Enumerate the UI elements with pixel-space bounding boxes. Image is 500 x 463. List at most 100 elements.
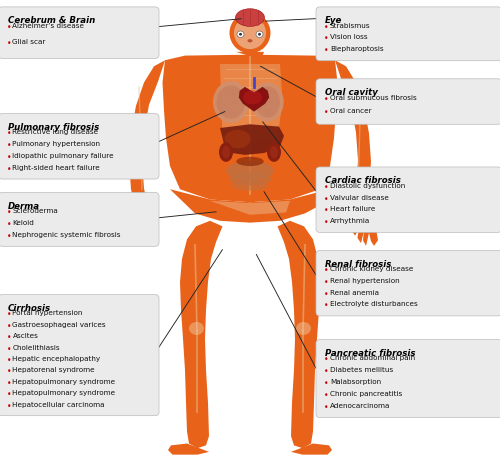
- FancyBboxPatch shape: [316, 340, 500, 418]
- Text: Valvular disease: Valvular disease: [330, 194, 389, 200]
- Text: •: •: [6, 141, 11, 150]
- Text: •: •: [324, 46, 328, 55]
- Ellipse shape: [234, 18, 266, 50]
- Text: Oral submucous fibrosis: Oral submucous fibrosis: [330, 94, 417, 100]
- Text: •: •: [6, 310, 11, 319]
- Text: Glial scar: Glial scar: [12, 39, 46, 45]
- Ellipse shape: [213, 82, 249, 124]
- Text: Diastolic dysfunction: Diastolic dysfunction: [330, 182, 405, 188]
- Text: •: •: [324, 194, 328, 203]
- PathPatch shape: [210, 201, 290, 215]
- Ellipse shape: [270, 147, 278, 159]
- PathPatch shape: [168, 444, 209, 455]
- PathPatch shape: [220, 65, 282, 144]
- Text: Portal hypertension: Portal hypertension: [12, 310, 83, 316]
- Text: •: •: [6, 39, 11, 48]
- Text: Hepatopulmonary syndrome: Hepatopulmonary syndrome: [12, 378, 116, 384]
- Text: Oral cavity: Oral cavity: [325, 88, 378, 97]
- Text: Cholelithiasis: Cholelithiasis: [12, 344, 60, 350]
- Text: •: •: [324, 206, 328, 215]
- Text: •: •: [324, 355, 328, 363]
- Text: Nephrogenic systemic fibrosis: Nephrogenic systemic fibrosis: [12, 232, 121, 238]
- Ellipse shape: [236, 10, 264, 27]
- Text: Right-sided heart failure: Right-sided heart failure: [12, 164, 100, 170]
- Text: •: •: [6, 208, 11, 217]
- Text: •: •: [324, 108, 328, 117]
- PathPatch shape: [122, 211, 150, 246]
- Text: Chronic abdominal pain: Chronic abdominal pain: [330, 355, 415, 361]
- Ellipse shape: [222, 147, 230, 159]
- Ellipse shape: [248, 40, 252, 44]
- Text: •: •: [324, 289, 328, 298]
- Text: Cerebrum & Brain: Cerebrum & Brain: [8, 16, 95, 25]
- Text: Pulmonary hypertension: Pulmonary hypertension: [12, 141, 101, 147]
- Text: Adenocarcinoma: Adenocarcinoma: [330, 402, 390, 408]
- Text: •: •: [6, 378, 11, 387]
- Text: •: •: [6, 23, 11, 31]
- Circle shape: [256, 32, 263, 38]
- Text: Restrictive lung disease: Restrictive lung disease: [12, 129, 98, 135]
- FancyBboxPatch shape: [0, 295, 159, 416]
- PathPatch shape: [220, 125, 284, 156]
- PathPatch shape: [236, 53, 264, 60]
- PathPatch shape: [180, 221, 222, 448]
- Text: Renal hypertension: Renal hypertension: [330, 277, 400, 283]
- Text: Arrhythmia: Arrhythmia: [330, 218, 370, 224]
- Text: Malabsorption: Malabsorption: [330, 378, 381, 384]
- Circle shape: [258, 34, 261, 37]
- Text: •: •: [324, 277, 328, 287]
- Text: •: •: [324, 182, 328, 191]
- PathPatch shape: [278, 221, 320, 448]
- FancyBboxPatch shape: [0, 193, 159, 247]
- Text: •: •: [324, 301, 328, 310]
- Text: Pulmonary fibrosis: Pulmonary fibrosis: [8, 123, 99, 131]
- Text: Alzheimer’s disease: Alzheimer’s disease: [12, 23, 85, 29]
- Text: Renal anemia: Renal anemia: [330, 289, 379, 295]
- Text: •: •: [324, 94, 328, 103]
- Text: Derma: Derma: [8, 201, 40, 210]
- Text: Strabismus: Strabismus: [330, 23, 370, 29]
- Text: Hepatic encephalopathy: Hepatic encephalopathy: [12, 355, 101, 361]
- Ellipse shape: [252, 83, 284, 122]
- Text: •: •: [324, 378, 328, 388]
- Text: •: •: [6, 332, 11, 342]
- Text: Oral cancer: Oral cancer: [330, 108, 372, 114]
- Text: Gastroesophageal varices: Gastroesophageal varices: [12, 321, 106, 327]
- Text: Scleroderma: Scleroderma: [12, 208, 58, 214]
- Ellipse shape: [229, 173, 271, 186]
- Text: •: •: [324, 402, 328, 411]
- Circle shape: [237, 32, 244, 38]
- Text: •: •: [324, 390, 328, 399]
- Text: Chronic kidney disease: Chronic kidney disease: [330, 266, 413, 272]
- Ellipse shape: [216, 86, 246, 119]
- Text: •: •: [6, 389, 11, 398]
- Ellipse shape: [243, 91, 262, 105]
- Text: •: •: [6, 355, 11, 364]
- FancyBboxPatch shape: [316, 8, 500, 62]
- Text: •: •: [324, 23, 328, 31]
- Text: Pancreatic fibrosis: Pancreatic fibrosis: [325, 348, 416, 357]
- PathPatch shape: [162, 56, 338, 203]
- Ellipse shape: [255, 87, 280, 119]
- Text: Diabetes mellitus: Diabetes mellitus: [330, 367, 393, 373]
- PathPatch shape: [350, 211, 378, 246]
- PathPatch shape: [239, 88, 269, 112]
- Text: Eye: Eye: [325, 16, 342, 25]
- Text: •: •: [324, 266, 328, 275]
- Text: •: •: [6, 367, 11, 375]
- FancyBboxPatch shape: [0, 8, 159, 59]
- PathPatch shape: [129, 61, 165, 209]
- Text: •: •: [6, 232, 11, 240]
- Ellipse shape: [230, 13, 270, 54]
- FancyBboxPatch shape: [316, 251, 500, 316]
- FancyBboxPatch shape: [0, 114, 159, 180]
- Ellipse shape: [226, 162, 274, 181]
- Text: Idiopathic pulmonary failure: Idiopathic pulmonary failure: [12, 152, 114, 158]
- FancyBboxPatch shape: [316, 168, 500, 233]
- Text: •: •: [324, 34, 328, 44]
- Text: •: •: [6, 152, 11, 162]
- Ellipse shape: [189, 322, 204, 335]
- Text: •: •: [6, 164, 11, 173]
- Text: Hepatorenal syndrome: Hepatorenal syndrome: [12, 367, 95, 373]
- Ellipse shape: [219, 143, 233, 163]
